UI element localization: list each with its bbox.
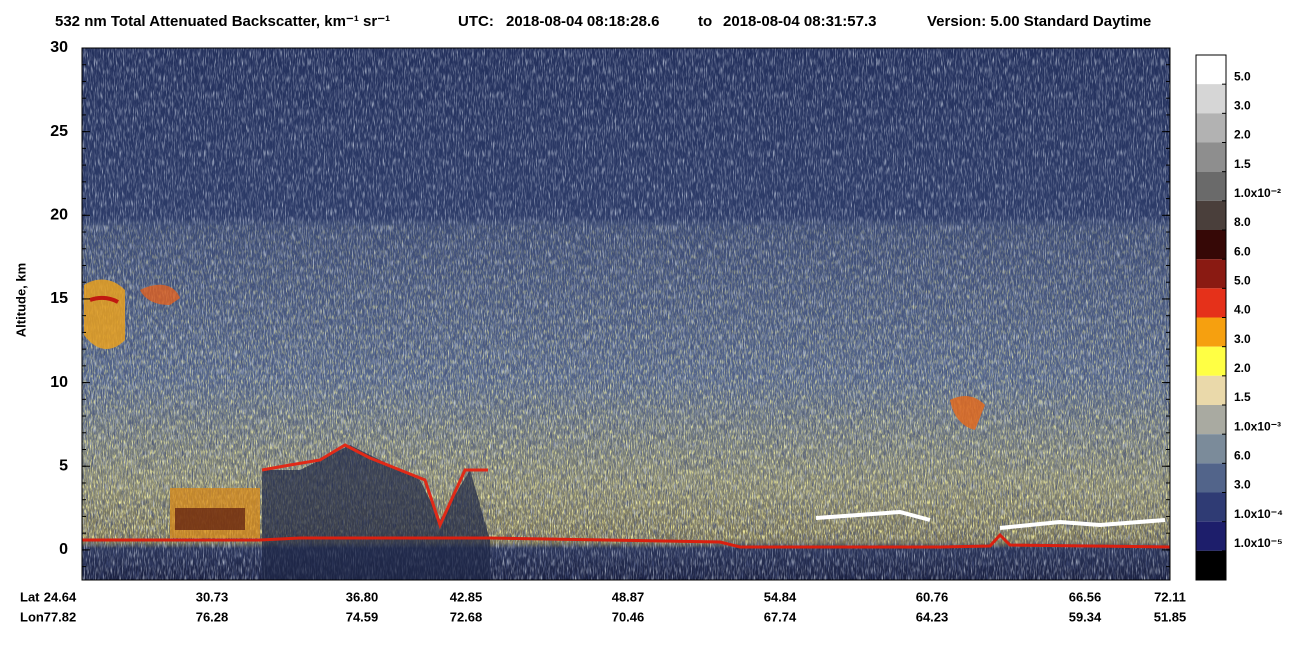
colorbar-label: 1.5 [1234, 157, 1251, 171]
lon-tick-label: 74.59 [346, 609, 379, 624]
colorbar-label: 1.5 [1234, 390, 1251, 404]
chart-title: 532 nm Total Attenuated Backscatter, km⁻… [55, 13, 390, 30]
colorbar-swatch [1196, 113, 1226, 143]
y-tick-label: 20 [50, 207, 68, 224]
to-label: to [698, 13, 712, 30]
colorbar-label: 3.0 [1234, 478, 1251, 492]
colorbar-label: 6.0 [1234, 244, 1251, 258]
colorbar-label: 5.0 [1234, 69, 1251, 83]
plot-frame [81, 47, 1171, 581]
lat-tick-label: 36.80 [346, 589, 379, 604]
lon-tick-label: 77.82 [44, 609, 77, 624]
lon-tick-label: 70.46 [612, 609, 645, 624]
y-tick-label: 25 [50, 123, 68, 140]
colorbar-swatch [1196, 142, 1226, 172]
colorbar-label: 8.0 [1234, 215, 1251, 229]
y-tick-label: 10 [50, 374, 68, 391]
aerosol-core [175, 508, 245, 530]
end-time: 2018-08-04 08:31:57.3 [723, 13, 876, 30]
version: Version: 5.00 Standard Daytime [927, 13, 1151, 30]
mid-cloud [950, 396, 985, 430]
lat-tick-label: 72.11 [1154, 589, 1186, 604]
utc-label: UTC: [458, 13, 494, 30]
lat-tick-label: 30.73 [196, 589, 229, 604]
colorbar-label: 3.0 [1234, 99, 1251, 113]
colorbar-label: 1.0x10⁻⁴ [1234, 507, 1283, 521]
colorbar-swatch [1196, 171, 1226, 201]
surface-return [82, 532, 1170, 549]
colorbar-swatch [1196, 288, 1226, 318]
cirrus-cloud [140, 284, 180, 305]
colorbar-swatch [1196, 317, 1226, 347]
lon-tick-label: 76.28 [196, 609, 229, 624]
cirrus-cloud [84, 279, 125, 350]
backscatter-image [82, 48, 1170, 580]
colorbar-label: 6.0 [1234, 449, 1251, 463]
y-tick-label: 30 [50, 39, 68, 56]
colorbar-swatch [1196, 346, 1226, 376]
colorbar-label: 2.0 [1234, 128, 1251, 142]
colorbar-swatch [1196, 55, 1226, 85]
colorbar-swatch [1196, 230, 1226, 260]
cirrus-core [89, 295, 119, 304]
y-tick-label: 5 [59, 457, 68, 474]
lon-tick-label: 72.68 [450, 609, 483, 624]
colorbar-swatch [1196, 463, 1226, 493]
colorbar-swatch [1196, 521, 1226, 551]
low-cloud [999, 518, 1166, 530]
colorbar-swatch [1196, 375, 1226, 405]
lat-label: Lat [20, 589, 40, 604]
y-tick-label: 15 [50, 290, 68, 307]
lon-tick-label: 51.85 [1154, 609, 1187, 624]
colorbar-label: 3.0 [1234, 332, 1251, 346]
aerosol-top [261, 443, 488, 530]
lat-tick-label: 24.64 [44, 589, 77, 604]
colorbar-label: 1.0x10⁻⁵ [1234, 536, 1283, 550]
lon-tick-label: 67.74 [764, 609, 797, 624]
lon-label: Lon [20, 609, 44, 624]
lon-tick-label: 59.34 [1069, 609, 1102, 624]
y-axis-label: Altitude, km [13, 263, 28, 337]
colorbar-swatch [1196, 200, 1226, 230]
colorbar-label: 4.0 [1234, 303, 1251, 317]
colorbar-label: 1.0x10⁻² [1234, 186, 1281, 200]
colorbar-swatch [1196, 84, 1226, 114]
colorbar-swatch [1196, 434, 1226, 464]
colorbar-label: 1.0x10⁻³ [1234, 419, 1281, 433]
colorbar-label: 2.0 [1234, 361, 1251, 375]
lat-tick-label: 48.87 [612, 589, 645, 604]
lat-tick-label: 66.56 [1069, 589, 1102, 604]
lat-tick-label: 60.76 [916, 589, 949, 604]
y-tick-label: 0 [59, 541, 68, 558]
colorbar-swatch [1196, 492, 1226, 522]
lat-tick-label: 54.84 [764, 589, 797, 604]
lon-tick-label: 64.23 [916, 609, 949, 624]
colorbar-swatch [1196, 405, 1226, 435]
colorbar-swatch [1196, 259, 1226, 289]
start-time: 2018-08-04 08:18:28.6 [506, 13, 659, 30]
lat-tick-label: 42.85 [450, 589, 483, 604]
attenuated-region [262, 445, 490, 580]
colorbar-swatch [1196, 550, 1226, 580]
colorbar-label: 5.0 [1234, 274, 1251, 288]
low-cloud [815, 509, 931, 522]
